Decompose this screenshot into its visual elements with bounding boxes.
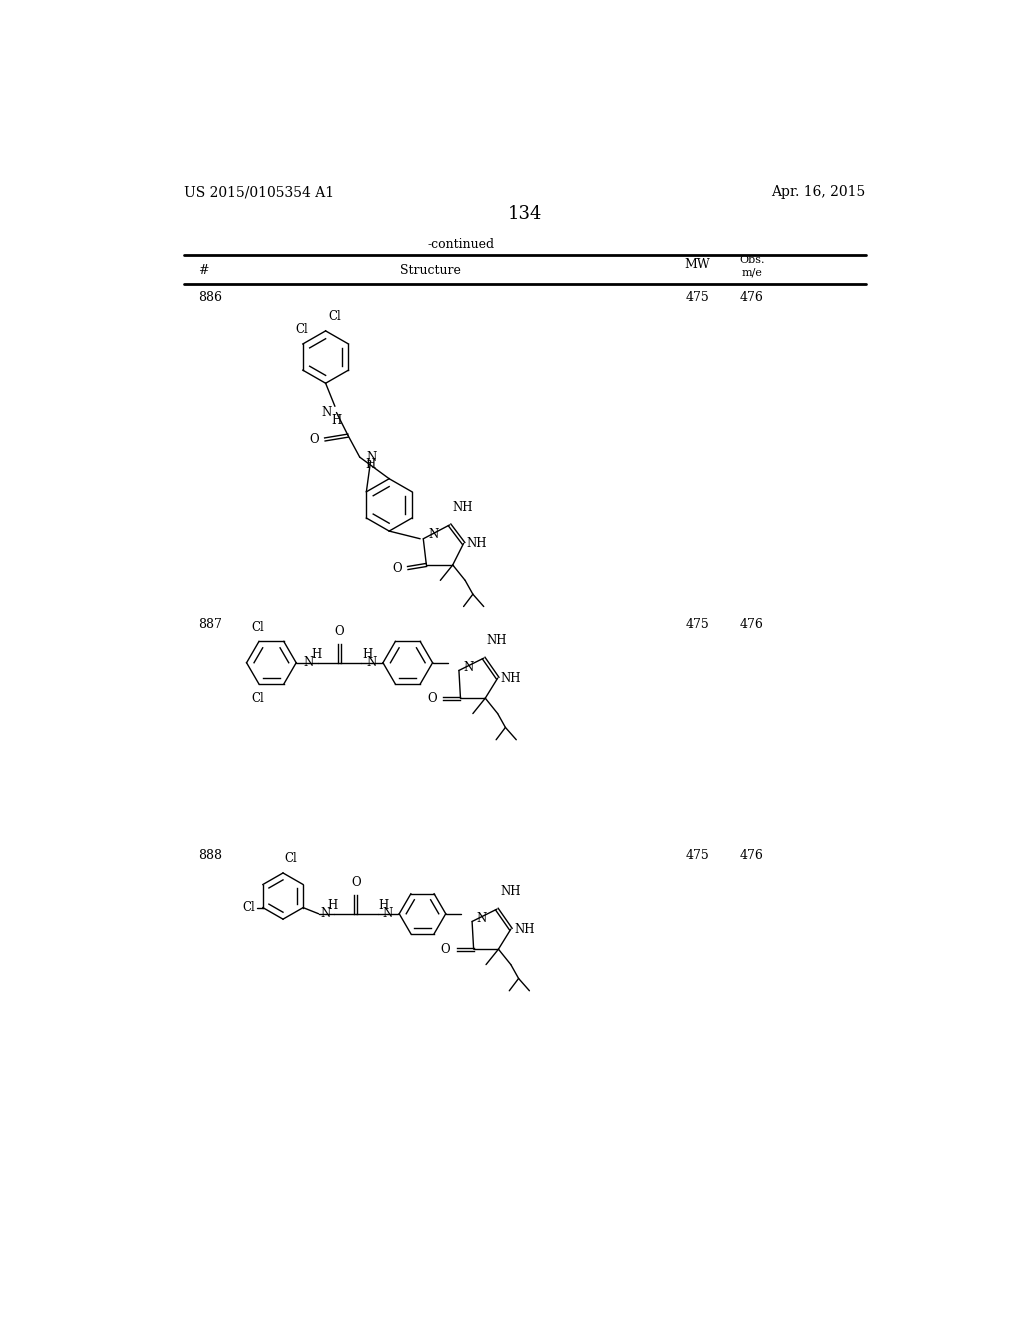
Text: Cl: Cl xyxy=(251,692,264,705)
Text: 887: 887 xyxy=(198,618,221,631)
Text: Cl: Cl xyxy=(243,902,255,915)
Text: N: N xyxy=(321,907,331,920)
Text: H: H xyxy=(379,899,389,912)
Text: N: N xyxy=(322,407,332,418)
Text: MW: MW xyxy=(685,259,711,271)
Text: N: N xyxy=(428,528,438,541)
Text: 886: 886 xyxy=(198,290,222,304)
Text: 476: 476 xyxy=(740,849,764,862)
Text: US 2015/0105354 A1: US 2015/0105354 A1 xyxy=(183,185,334,199)
Text: O: O xyxy=(335,626,344,638)
Text: 476: 476 xyxy=(740,618,764,631)
Text: O: O xyxy=(440,942,451,956)
Text: #: # xyxy=(198,264,208,277)
Text: N: N xyxy=(366,450,376,463)
Text: NH: NH xyxy=(501,672,521,685)
Text: 134: 134 xyxy=(508,205,542,223)
Text: 475: 475 xyxy=(686,849,710,862)
Text: 475: 475 xyxy=(686,618,710,631)
Text: NH: NH xyxy=(514,923,535,936)
Text: NH: NH xyxy=(486,635,507,647)
Text: Cl: Cl xyxy=(329,310,341,323)
Text: Cl: Cl xyxy=(295,323,307,337)
Text: H: H xyxy=(311,648,322,661)
Text: H: H xyxy=(332,413,342,426)
Text: N: N xyxy=(477,912,487,925)
Text: O: O xyxy=(351,876,360,890)
Text: H: H xyxy=(328,899,338,912)
Text: Cl: Cl xyxy=(285,853,297,866)
Text: 476: 476 xyxy=(740,290,764,304)
Text: 475: 475 xyxy=(686,290,710,304)
Text: NH: NH xyxy=(500,886,520,899)
Text: Obs.: Obs. xyxy=(739,255,765,265)
Text: O: O xyxy=(309,433,318,446)
Text: O: O xyxy=(428,692,437,705)
Text: -continued: -continued xyxy=(428,238,495,251)
Text: Structure: Structure xyxy=(399,264,461,277)
Text: N: N xyxy=(303,656,313,669)
Text: H: H xyxy=(366,458,376,471)
Text: NH: NH xyxy=(467,537,487,550)
Text: H: H xyxy=(362,648,373,661)
Text: 888: 888 xyxy=(198,849,222,862)
Text: NH: NH xyxy=(453,502,473,515)
Text: m/e: m/e xyxy=(741,268,762,277)
Text: Apr. 16, 2015: Apr. 16, 2015 xyxy=(771,185,866,199)
Text: N: N xyxy=(464,661,474,675)
Text: O: O xyxy=(392,561,401,574)
Text: Cl: Cl xyxy=(251,620,264,634)
Text: N: N xyxy=(382,907,392,920)
Text: N: N xyxy=(366,656,376,669)
